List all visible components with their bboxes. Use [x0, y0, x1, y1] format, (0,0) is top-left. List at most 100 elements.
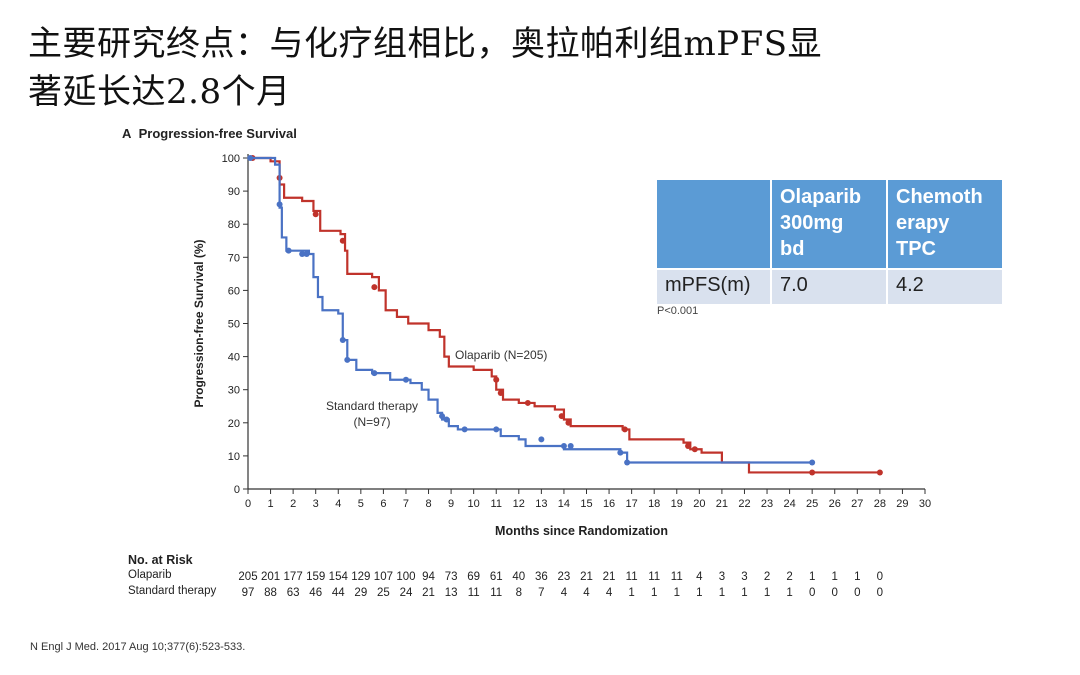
at-risk-value: 11 — [648, 571, 660, 583]
x-tick-label: 3 — [313, 498, 319, 510]
x-tick-label: 20 — [693, 498, 705, 510]
x-tick-label: 23 — [761, 498, 773, 510]
x-tick-label: 9 — [448, 498, 454, 510]
x-tick-label: 7 — [403, 498, 409, 510]
censor-mark — [624, 459, 631, 466]
at-risk-value: 1 — [651, 587, 657, 599]
y-tick-label: 90 — [228, 186, 240, 198]
y-tick-label: 70 — [228, 252, 240, 264]
x-tick-label: 27 — [851, 498, 863, 510]
at-risk-value: 4 — [561, 587, 568, 599]
x-tick-label: 26 — [829, 498, 841, 510]
at-risk-value: 1 — [854, 571, 860, 583]
x-tick-label: 17 — [626, 498, 638, 510]
censor-mark — [567, 442, 574, 449]
x-tick-label: 16 — [603, 498, 615, 510]
at-risk-label-standard: Standard therapy — [128, 585, 217, 597]
standard-annotation: Standard therapy — [326, 399, 418, 413]
at-risk-value: 201 — [261, 571, 280, 583]
censor-mark — [339, 337, 346, 344]
y-tick-label: 80 — [228, 219, 240, 231]
at-risk-value: 1 — [764, 587, 770, 599]
header-text: Chemoth — [896, 186, 983, 208]
slide-title: 主要研究终点：与化疗组相比，奥拉帕利组mPFS显 著延长达2.8个月 — [28, 20, 822, 116]
censor-mark — [299, 250, 306, 257]
y-tick-label: 0 — [234, 484, 240, 496]
standard-annotation-n: (N=97) — [353, 415, 390, 429]
chart-panel-title: A Progression-free Survival — [122, 126, 297, 141]
censor-mark — [461, 426, 468, 433]
y-axis-label: Progression-free Survival (%) — [192, 239, 206, 407]
at-risk-value: 1 — [786, 587, 792, 599]
censor-mark — [439, 413, 446, 420]
censor-mark — [809, 459, 816, 466]
at-risk-value: 63 — [287, 587, 300, 599]
x-tick-label: 13 — [535, 498, 547, 510]
at-risk-value: 69 — [467, 571, 480, 583]
censor-mark — [691, 446, 698, 453]
p-value: P<0.001 — [657, 305, 699, 317]
at-risk-value: 3 — [719, 571, 725, 583]
at-risk-value: 24 — [400, 587, 413, 599]
chemo-mpfs: 4.2 — [886, 268, 1004, 306]
table-header-olaparib: Olaparib 300mg bd — [770, 178, 888, 270]
header-text: bd — [780, 238, 805, 260]
x-tick-label: 18 — [648, 498, 660, 510]
censor-mark — [402, 376, 409, 383]
x-tick-label: 29 — [896, 498, 908, 510]
at-risk-value: 7 — [538, 587, 544, 599]
at-risk-value: 1 — [674, 587, 680, 599]
table-header-row: Olaparib 300mg bd Chemoth erapy TPC — [655, 178, 1004, 270]
y-tick-label: 30 — [228, 385, 240, 397]
censor-mark — [538, 436, 545, 443]
at-risk-value: 73 — [445, 571, 458, 583]
at-risk-value: 21 — [603, 571, 616, 583]
censor-mark — [621, 426, 628, 433]
at-risk-value: 0 — [832, 587, 838, 599]
at-risk-value: 29 — [354, 587, 367, 599]
x-tick-label: 5 — [358, 498, 364, 510]
title-line-2: 著延长达2.8个月 — [28, 72, 291, 112]
at-risk-value: 1 — [741, 587, 747, 599]
header-text: Olaparib — [780, 186, 862, 208]
at-risk-value: 3 — [741, 571, 747, 583]
x-tick-label: 4 — [335, 498, 341, 510]
header-text: 300mg — [780, 212, 844, 234]
at-risk-value: 46 — [309, 587, 322, 599]
x-tick-label: 30 — [919, 498, 931, 510]
table-row: mPFS(m) 7.0 4.2 — [655, 268, 1004, 306]
x-tick-label: 8 — [425, 498, 431, 510]
censor-mark — [312, 211, 319, 218]
y-tick-label: 10 — [228, 451, 240, 463]
censor-mark — [371, 370, 378, 377]
x-tick-label: 11 — [491, 498, 502, 510]
at-risk-value: 36 — [535, 571, 548, 583]
header-text: erapy — [896, 212, 950, 234]
x-tick-label: 25 — [806, 498, 818, 510]
y-tick-label: 50 — [228, 319, 240, 331]
censor-mark — [685, 442, 692, 449]
at-risk-value: 100 — [396, 571, 415, 583]
x-tick-label: 14 — [558, 498, 570, 510]
censor-mark — [276, 201, 283, 208]
at-risk-value: 4 — [583, 587, 590, 599]
at-risk-value: 13 — [445, 587, 458, 599]
at-risk-value: 11 — [626, 571, 638, 583]
at-risk-value: 4 — [606, 587, 613, 599]
at-risk-value: 61 — [490, 571, 503, 583]
x-tick-label: 12 — [513, 498, 525, 510]
at-risk-value: 44 — [332, 587, 345, 599]
x-tick-label: 24 — [783, 498, 795, 510]
at-risk-value: 11 — [671, 571, 683, 583]
x-tick-label: 10 — [468, 498, 480, 510]
censor-mark — [560, 442, 567, 449]
censor-mark — [617, 449, 624, 456]
censor-mark — [339, 237, 346, 244]
x-tick-label: 2 — [290, 498, 296, 510]
at-risk-value: 0 — [854, 587, 860, 599]
censor-mark — [876, 469, 883, 476]
at-risk-value: 205 — [238, 571, 257, 583]
x-tick-label: 0 — [245, 498, 251, 510]
censor-mark — [493, 426, 500, 433]
